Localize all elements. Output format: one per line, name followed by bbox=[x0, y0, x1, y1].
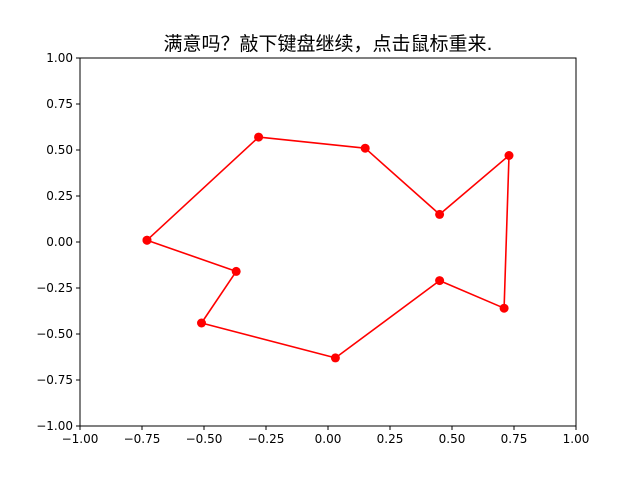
x-tick-label: −0.25 bbox=[248, 432, 285, 446]
data-point bbox=[435, 276, 445, 286]
y-tick-label: 0.25 bbox=[46, 189, 73, 203]
data-point bbox=[330, 353, 340, 363]
x-tick-label: 1.00 bbox=[563, 432, 590, 446]
series-layer bbox=[142, 132, 514, 363]
y-tick-label: 0.75 bbox=[46, 97, 73, 111]
data-point bbox=[435, 209, 445, 219]
x-tick-label: 0.50 bbox=[439, 432, 466, 446]
x-tick-label: 0.75 bbox=[501, 432, 528, 446]
data-point bbox=[142, 235, 152, 245]
x-axis: −1.00 −0.75 −0.50 −0.25 0.00 0.25 0.50 0.75 1.00 bbox=[62, 426, 590, 446]
data-point bbox=[504, 151, 514, 160]
y-tick-label: −1.00 bbox=[36, 419, 73, 433]
y-axis: −1.00 −0.75 −0.50 −0.25 0.00 0.25 0.50 0.75 1.00 bbox=[36, 51, 80, 433]
x-tick-label: 0.00 bbox=[315, 432, 342, 446]
y-tick-label: −0.25 bbox=[36, 281, 73, 295]
data-point bbox=[254, 132, 264, 142]
x-tick-label: −0.50 bbox=[186, 432, 223, 446]
y-tick-label: −0.50 bbox=[36, 327, 73, 341]
data-point bbox=[360, 143, 370, 153]
data-point bbox=[197, 318, 206, 328]
data-point bbox=[231, 266, 241, 276]
x-tick-label: 0.25 bbox=[377, 432, 404, 446]
chart-title: 满意吗？敲下键盘继续，点击鼠标重来. bbox=[163, 33, 492, 55]
x-tick-label: −1.00 bbox=[62, 432, 99, 446]
x-tick-label: −0.75 bbox=[124, 432, 161, 446]
y-tick-label: 1.00 bbox=[46, 51, 73, 65]
y-tick-label: −0.75 bbox=[36, 373, 73, 387]
y-tick-label: 0.50 bbox=[46, 143, 73, 157]
data-point bbox=[499, 303, 509, 313]
y-tick-label: 0.00 bbox=[46, 235, 73, 249]
